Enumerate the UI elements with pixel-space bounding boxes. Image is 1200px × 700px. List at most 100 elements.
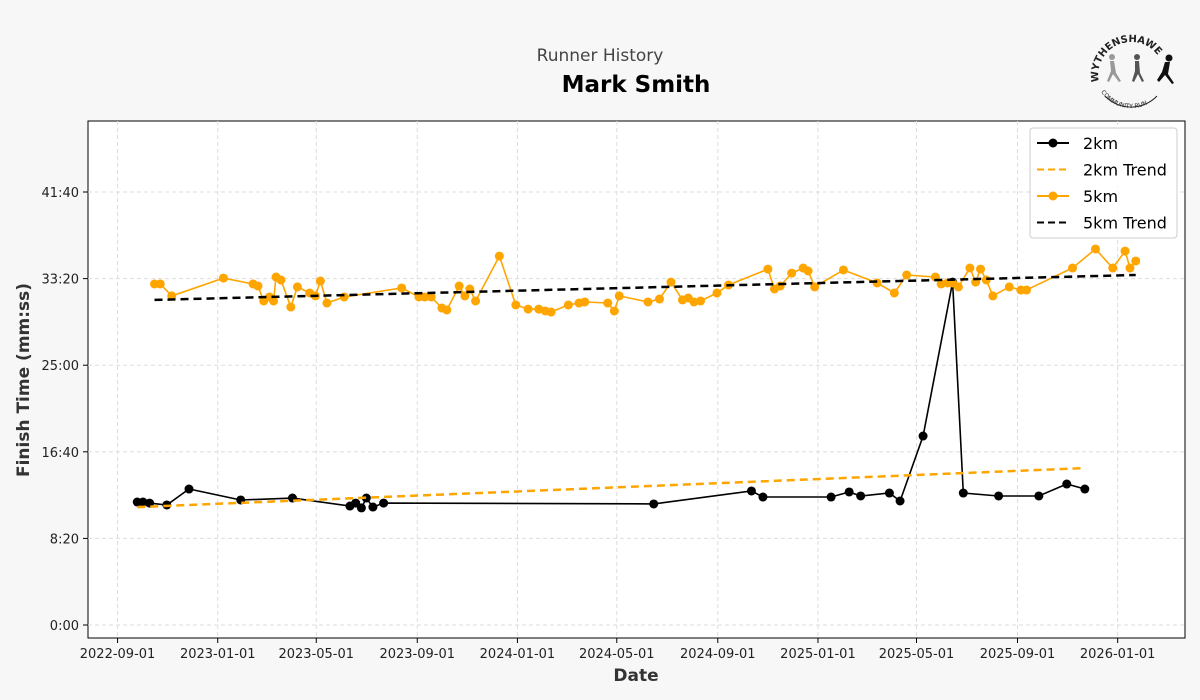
x-tick-label: 2025-05-01 [879,647,955,662]
plot-area [87,120,1186,639]
data-point-2km [918,431,928,441]
x-tick-label: 2024-01-01 [480,647,556,662]
series-line-5km-trend [154,273,1136,302]
data-point-2km [1062,479,1072,489]
data-point-5km [712,288,722,298]
data-point-5km [322,298,332,308]
x-tick-label: 2025-09-01 [980,647,1056,662]
data-point-5km [654,294,664,304]
legend-label-5km: 5km [1083,187,1118,206]
data-point-2km [994,491,1004,501]
data-point-2km [958,488,968,498]
data-point-5km [218,273,228,283]
data-point-5km [269,296,279,306]
data-point-5km [253,281,263,291]
data-point-2km [649,499,659,509]
data-point-5km [643,297,653,307]
data-point-5km [872,278,882,288]
x-tick-label: 2023-09-01 [379,647,455,662]
data-point-5km [155,279,165,289]
data-point-5km [442,305,452,315]
data-point-2km [758,492,768,502]
data-point-5km [603,298,613,308]
data-point-5km [494,251,504,261]
data-point-5km [889,288,899,298]
data-point-5km [460,291,470,301]
data-point-2km [844,487,854,497]
data-point-5km [810,282,820,292]
chart-subtitle: Runner History [536,46,664,66]
x-axis-label: Date [613,666,658,686]
data-point-5km [965,263,975,273]
y-tick-label: 41:40 [42,186,79,201]
legend-marker-5km [1048,191,1058,201]
wythenshawe-logo: WYTHENSHAWE COMMUNITY RUN [1090,34,1174,110]
data-point-5km [763,264,773,274]
data-point-5km [454,281,464,291]
data-point-5km [953,282,963,292]
data-point-5km [614,291,624,301]
data-point-5km [339,292,349,302]
data-point-5km [546,307,556,317]
data-point-2km [1080,484,1090,494]
chart-title: Mark Smith [561,72,711,98]
data-point-5km [580,297,590,307]
data-point-5km [286,302,296,312]
data-point-5km [471,296,481,306]
data-point-2km [184,484,194,494]
legend-label-2km-trend: 2km Trend [1083,161,1167,180]
data-point-5km [315,276,325,286]
svg-text:COMMUNITY RUN: COMMUNITY RUN [1099,89,1148,110]
data-point-5km [1131,256,1141,266]
legend-label-5km-trend: 5km Trend [1083,214,1167,233]
series-line-2km [137,281,1086,510]
data-point-2km [746,486,756,496]
data-point-5km [1022,285,1032,295]
data-point-2km [379,498,389,508]
x-tick-label: 2024-09-01 [680,647,756,662]
data-point-2km [1034,491,1044,501]
legend: 2km 2km Trend 5km 5km Trend [1029,127,1178,239]
x-tick-label: 2026-01-01 [1080,647,1156,662]
data-point-5km [696,296,706,306]
data-point-5km [902,270,912,280]
data-point-5km [523,304,533,314]
x-tick-label: 2025-01-01 [780,647,856,662]
data-point-5km [1068,263,1078,273]
data-point-5km [1004,282,1014,292]
y-tick-label: 25:00 [42,359,79,374]
data-point-5km [609,306,619,316]
data-point-5km [397,283,407,293]
data-point-5km [988,291,998,301]
data-point-5km [426,292,436,302]
data-point-5km [787,268,797,278]
data-point-2km [826,492,836,502]
data-point-2km [368,502,378,512]
data-point-2km [895,496,905,506]
x-tick-label: 2024-05-01 [579,647,655,662]
y-tick-label: 0:00 [50,619,79,634]
legend-label-2km: 2km [1083,134,1118,153]
data-point-5km [1090,244,1100,254]
data-point-5km [1108,263,1118,273]
data-point-5km [976,264,986,274]
data-point-5km [1120,246,1130,256]
data-point-2km [856,491,866,501]
svg-text:WYTHENSHAWE: WYTHENSHAWE [1090,34,1164,83]
y-tick-label: 8:20 [50,532,79,547]
y-tick-label: 33:20 [42,273,79,288]
data-point-2km [356,503,366,513]
y-axis-label: Finish Time (mm:ss) [14,283,34,477]
data-point-5km [803,266,813,276]
data-point-2km [361,493,371,503]
x-tick-label: 2022-09-01 [80,647,156,662]
data-point-5km [1125,263,1135,273]
series-line-2km-trend [137,466,1085,509]
x-tick-label: 2023-05-01 [278,647,354,662]
x-tick-label: 2023-01-01 [180,647,256,662]
data-point-5km [292,282,302,292]
y-tick-label: 16:40 [42,446,79,461]
data-point-5km [276,275,286,285]
data-point-5km [563,300,573,310]
